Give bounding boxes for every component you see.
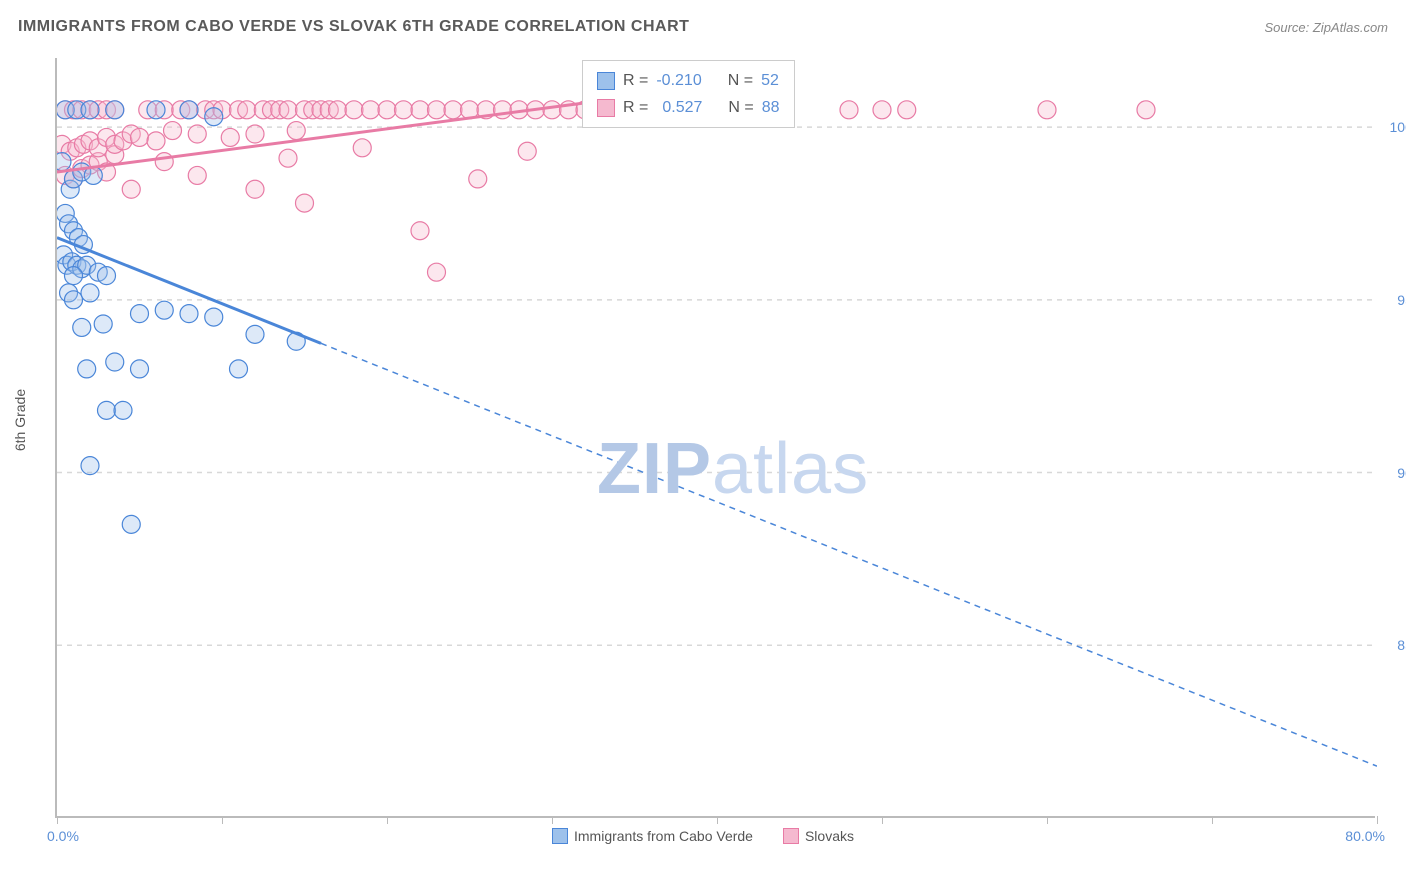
swatch-cabo-verde-icon <box>552 828 568 844</box>
stats-row-slovaks: R = 0.527 N = 88 <box>597 94 780 121</box>
swatch-slovaks-icon <box>597 99 615 117</box>
x-tick <box>717 816 718 824</box>
x-tick <box>57 816 58 824</box>
y-tick-label: 90.0% <box>1397 465 1406 481</box>
chart-title: IMMIGRANTS FROM CABO VERDE VS SLOVAK 6TH… <box>18 18 689 36</box>
swatch-slovaks-icon <box>783 828 799 844</box>
swatch-cabo-verde-icon <box>597 72 615 90</box>
legend-bottom: Immigrants from Cabo Verde Slovaks <box>0 828 1406 844</box>
y-axis-title: 6th Grade <box>12 389 28 451</box>
source-attribution: Source: ZipAtlas.com <box>1264 20 1388 35</box>
x-tick <box>1047 816 1048 824</box>
x-tick <box>1212 816 1213 824</box>
x-tick <box>552 816 553 824</box>
y-tick-label: 85.0% <box>1397 637 1406 653</box>
legend-label: Immigrants from Cabo Verde <box>574 828 753 844</box>
stats-row-cabo-verde: R = -0.210 N = 52 <box>597 67 780 94</box>
y-tick-label: 100.0% <box>1390 119 1406 135</box>
plot-area: 85.0%90.0%95.0%100.0% ZIPatlas R = -0.21… <box>55 58 1375 818</box>
x-tick <box>387 816 388 824</box>
stats-legend-box: R = -0.210 N = 52 R = 0.527 N = 88 <box>582 60 795 128</box>
x-tick <box>882 816 883 824</box>
y-tick-label: 95.0% <box>1397 292 1406 308</box>
x-tick <box>222 816 223 824</box>
legend-label: Slovaks <box>805 828 854 844</box>
legend-item-slovaks: Slovaks <box>783 828 854 844</box>
x-tick <box>1377 816 1378 824</box>
legend-item-cabo-verde: Immigrants from Cabo Verde <box>552 828 753 844</box>
watermark: ZIPatlas <box>597 428 869 510</box>
